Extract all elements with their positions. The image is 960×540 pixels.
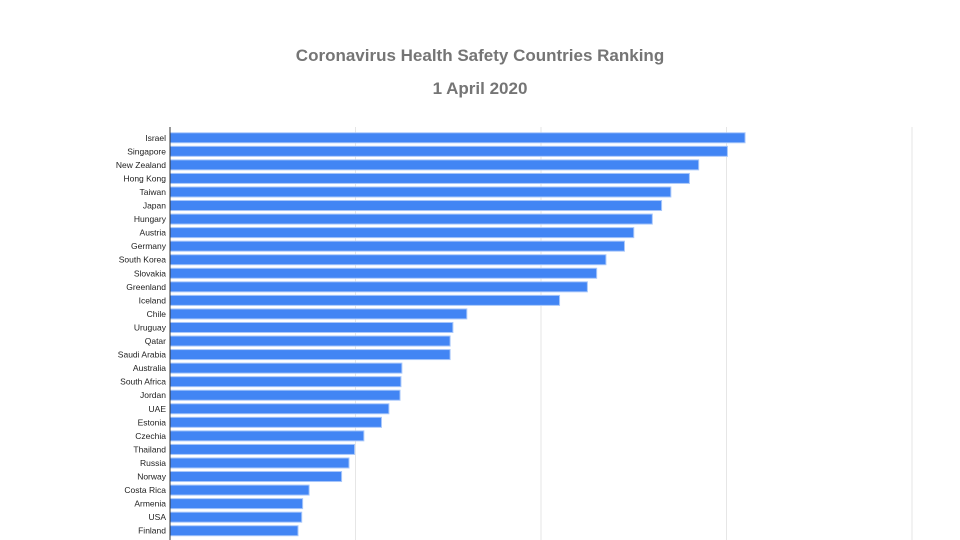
- bar-norway[interactable]: [169, 471, 343, 483]
- category-label-taiwan: Taiwan: [140, 187, 167, 197]
- chart-subtitle: 1 April 2020: [432, 79, 528, 98]
- category-label-hong-kong: Hong Kong: [123, 173, 166, 183]
- category-label-russia: Russia: [140, 458, 166, 468]
- category-label-estonia: Estonia: [138, 417, 167, 427]
- bar-usa[interactable]: [169, 511, 303, 523]
- bar-taiwan[interactable]: [169, 186, 672, 198]
- category-label-uruguay: Uruguay: [134, 322, 167, 332]
- bar-austria[interactable]: [169, 227, 635, 239]
- category-label-qatar: Qatar: [145, 336, 166, 346]
- bar-singapore[interactable]: [169, 145, 728, 157]
- category-label-japan: Japan: [143, 201, 166, 211]
- category-label-finland: Finland: [138, 526, 166, 536]
- category-label-usa: USA: [149, 512, 167, 522]
- category-label-uae: UAE: [149, 404, 167, 414]
- bar-germany[interactable]: [169, 240, 625, 252]
- bar-hungary[interactable]: [169, 213, 653, 225]
- category-label-chile: Chile: [147, 309, 167, 319]
- category-label-armenia: Armenia: [134, 499, 166, 509]
- bar-hong-kong[interactable]: [169, 172, 690, 184]
- category-label-jordan: Jordan: [140, 390, 166, 400]
- bar-australia[interactable]: [169, 362, 403, 374]
- category-label-south-korea: South Korea: [119, 255, 167, 265]
- bar-costa-rica[interactable]: [169, 484, 310, 496]
- bar-uruguay[interactable]: [169, 321, 454, 333]
- bar-chile[interactable]: [169, 308, 468, 320]
- bar-armenia[interactable]: [169, 498, 304, 510]
- bar-iceland[interactable]: [169, 294, 561, 306]
- bar-south-korea[interactable]: [169, 254, 607, 266]
- category-label-greenland: Greenland: [126, 282, 166, 292]
- category-label-hungary: Hungary: [134, 214, 167, 224]
- bar-estonia[interactable]: [169, 416, 382, 428]
- bar-saudi-arabia[interactable]: [169, 349, 451, 361]
- bar-uae[interactable]: [169, 403, 390, 415]
- bar-slovakia[interactable]: [169, 267, 598, 279]
- bar-thailand[interactable]: [169, 443, 356, 455]
- bar-new-zealand[interactable]: [169, 159, 700, 171]
- bar-finland[interactable]: [169, 525, 299, 537]
- chart-title: Coronavirus Health Safety Countries Rank…: [295, 46, 665, 65]
- bar-south-africa[interactable]: [169, 376, 402, 388]
- category-label-czechia: Czechia: [135, 431, 166, 441]
- category-label-singapore: Singapore: [127, 146, 166, 156]
- category-label-thailand: Thailand: [133, 444, 166, 454]
- category-label-israel: Israel: [145, 133, 166, 143]
- category-label-saudi-arabia: Saudi Arabia: [118, 350, 166, 360]
- category-label-australia: Australia: [133, 363, 166, 373]
- bar-greenland[interactable]: [169, 281, 588, 293]
- category-label-costa-rica: Costa Rica: [124, 485, 166, 495]
- category-label-iceland: Iceland: [139, 295, 167, 305]
- bar-russia[interactable]: [169, 457, 350, 469]
- category-label-slovakia: Slovakia: [134, 268, 166, 278]
- category-label-new-zealand: New Zealand: [116, 160, 166, 170]
- bar-israel[interactable]: [169, 132, 746, 144]
- category-label-austria: Austria: [140, 228, 167, 238]
- bar-jordan[interactable]: [169, 389, 401, 401]
- category-label-south-africa: South Africa: [120, 377, 166, 387]
- bar-japan[interactable]: [169, 200, 663, 212]
- category-label-germany: Germany: [131, 241, 167, 251]
- category-label-norway: Norway: [137, 472, 167, 482]
- bar-czechia[interactable]: [169, 430, 365, 442]
- bar-qatar[interactable]: [169, 335, 451, 347]
